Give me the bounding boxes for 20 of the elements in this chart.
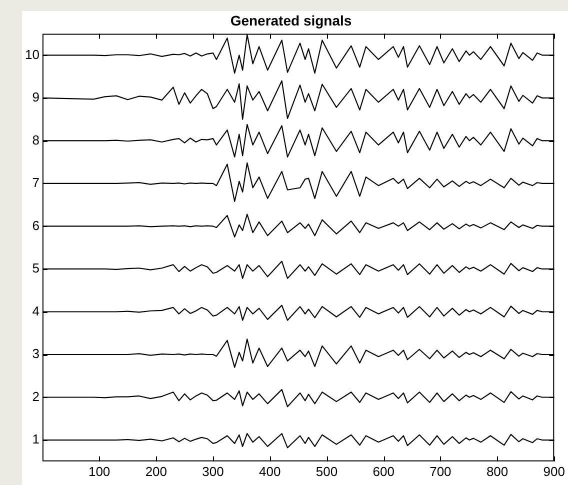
x-tick-label: 900 bbox=[543, 464, 566, 479]
x-tick-label: 700 bbox=[430, 464, 452, 479]
x-tick-label: 400 bbox=[259, 464, 281, 479]
y-tick-label: 1 bbox=[32, 432, 40, 447]
y-tick-label: 7 bbox=[32, 175, 40, 190]
y-tick-label: 8 bbox=[32, 132, 40, 148]
chart-title: Generated signals bbox=[230, 12, 352, 28]
x-tick-label: 100 bbox=[88, 464, 110, 479]
y-tick-label: 9 bbox=[32, 90, 40, 105]
y-tick-label: 2 bbox=[32, 388, 40, 404]
x-tick-label: 200 bbox=[145, 464, 168, 479]
y-tick-label: 6 bbox=[32, 218, 40, 233]
x-tick-label: 300 bbox=[202, 464, 224, 479]
y-tick-label: 10 bbox=[24, 46, 40, 62]
x-tick-label: 500 bbox=[316, 464, 338, 479]
y-tick-label: 5 bbox=[32, 260, 40, 276]
x-tick-label: 800 bbox=[486, 464, 508, 479]
x-tick-label: 600 bbox=[372, 464, 394, 479]
y-tick-label: 3 bbox=[32, 346, 40, 362]
y-tick-label: 4 bbox=[32, 303, 40, 318]
